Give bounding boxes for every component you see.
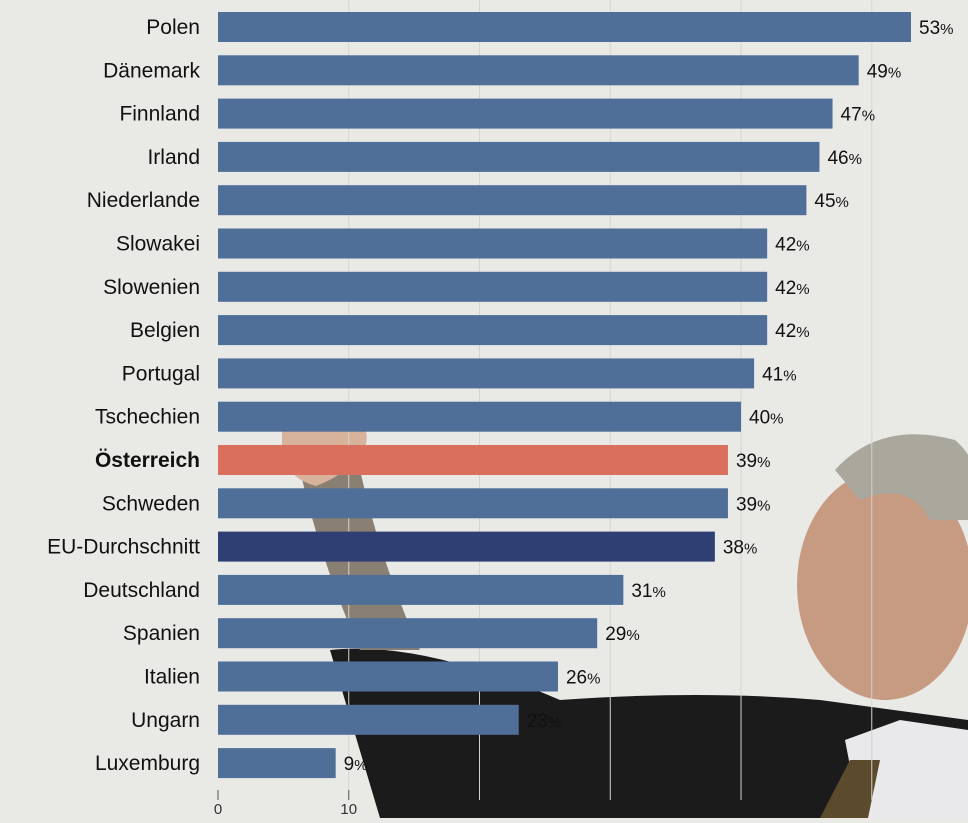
bar — [218, 531, 715, 562]
person-hair — [835, 434, 968, 520]
category-label: Deutschland — [83, 579, 200, 602]
bar — [218, 704, 519, 735]
category-label: Ungarn — [131, 709, 200, 732]
value-label: 39% — [736, 451, 770, 472]
value-label: 23% — [527, 711, 561, 732]
value-label: 45% — [814, 191, 848, 212]
category-label: Schweden — [102, 492, 200, 515]
bar — [218, 618, 598, 649]
bar — [218, 185, 807, 216]
x-axis-ticks: 0 10 — [214, 790, 357, 818]
value-label: 46% — [827, 148, 861, 169]
bar — [218, 445, 728, 475]
category-label: EU-Durchschnitt — [47, 536, 200, 559]
category-label: Portugal — [122, 362, 200, 385]
category-label: Slowenien — [103, 276, 200, 299]
category-label: Belgien — [130, 319, 200, 342]
value-label: 53% — [919, 18, 953, 39]
category-label: Tschechien — [95, 406, 200, 429]
category-label: Österreich — [95, 449, 200, 472]
category-label: Luxemburg — [95, 752, 200, 775]
bar — [218, 574, 624, 605]
category-label: Spanien — [123, 622, 200, 645]
bar — [218, 488, 728, 519]
category-label: Polen — [146, 16, 200, 39]
bar — [218, 55, 859, 86]
bar — [218, 228, 768, 259]
bar — [218, 271, 768, 302]
bar — [218, 358, 755, 389]
value-label: 26% — [566, 668, 600, 689]
value-label: 39% — [736, 494, 770, 515]
bar — [218, 12, 911, 42]
value-label: 42% — [775, 278, 809, 299]
person-head — [797, 470, 968, 700]
x-tick-label: 0 — [214, 801, 222, 818]
bars — [218, 12, 911, 779]
bar — [218, 748, 336, 779]
person-tie — [820, 760, 880, 818]
value-label: 9% — [344, 754, 368, 775]
value-label: 42% — [775, 235, 809, 256]
bar — [218, 661, 558, 692]
value-label: 29% — [605, 624, 639, 645]
category-label: Italien — [144, 666, 200, 689]
x-tick-label: 10 — [340, 801, 357, 818]
value-label: 41% — [762, 364, 796, 385]
category-label: Niederlande — [87, 189, 200, 212]
category-label: Dänemark — [103, 59, 200, 82]
value-label: 47% — [841, 105, 875, 126]
person-collar — [845, 720, 968, 818]
value-label: 42% — [775, 321, 809, 342]
value-label: 40% — [749, 408, 783, 429]
value-labels: 53% 49% 47% 46% 45% 42% 42% 42% 41% 40% 39% 39% 38% 3… — [344, 18, 954, 775]
bar — [218, 98, 833, 129]
value-label: 38% — [723, 538, 757, 559]
category-label: Irland — [147, 146, 200, 169]
category-label: Finnland — [119, 103, 200, 126]
bar — [218, 315, 768, 346]
value-label: 31% — [631, 581, 665, 602]
bar — [218, 401, 742, 432]
category-labels: Polen Dänemark Finnland Irland Niederlande Sl… — [47, 16, 200, 775]
category-label: Slowakei — [116, 233, 200, 256]
bar — [218, 141, 820, 172]
value-label: 49% — [867, 61, 901, 82]
